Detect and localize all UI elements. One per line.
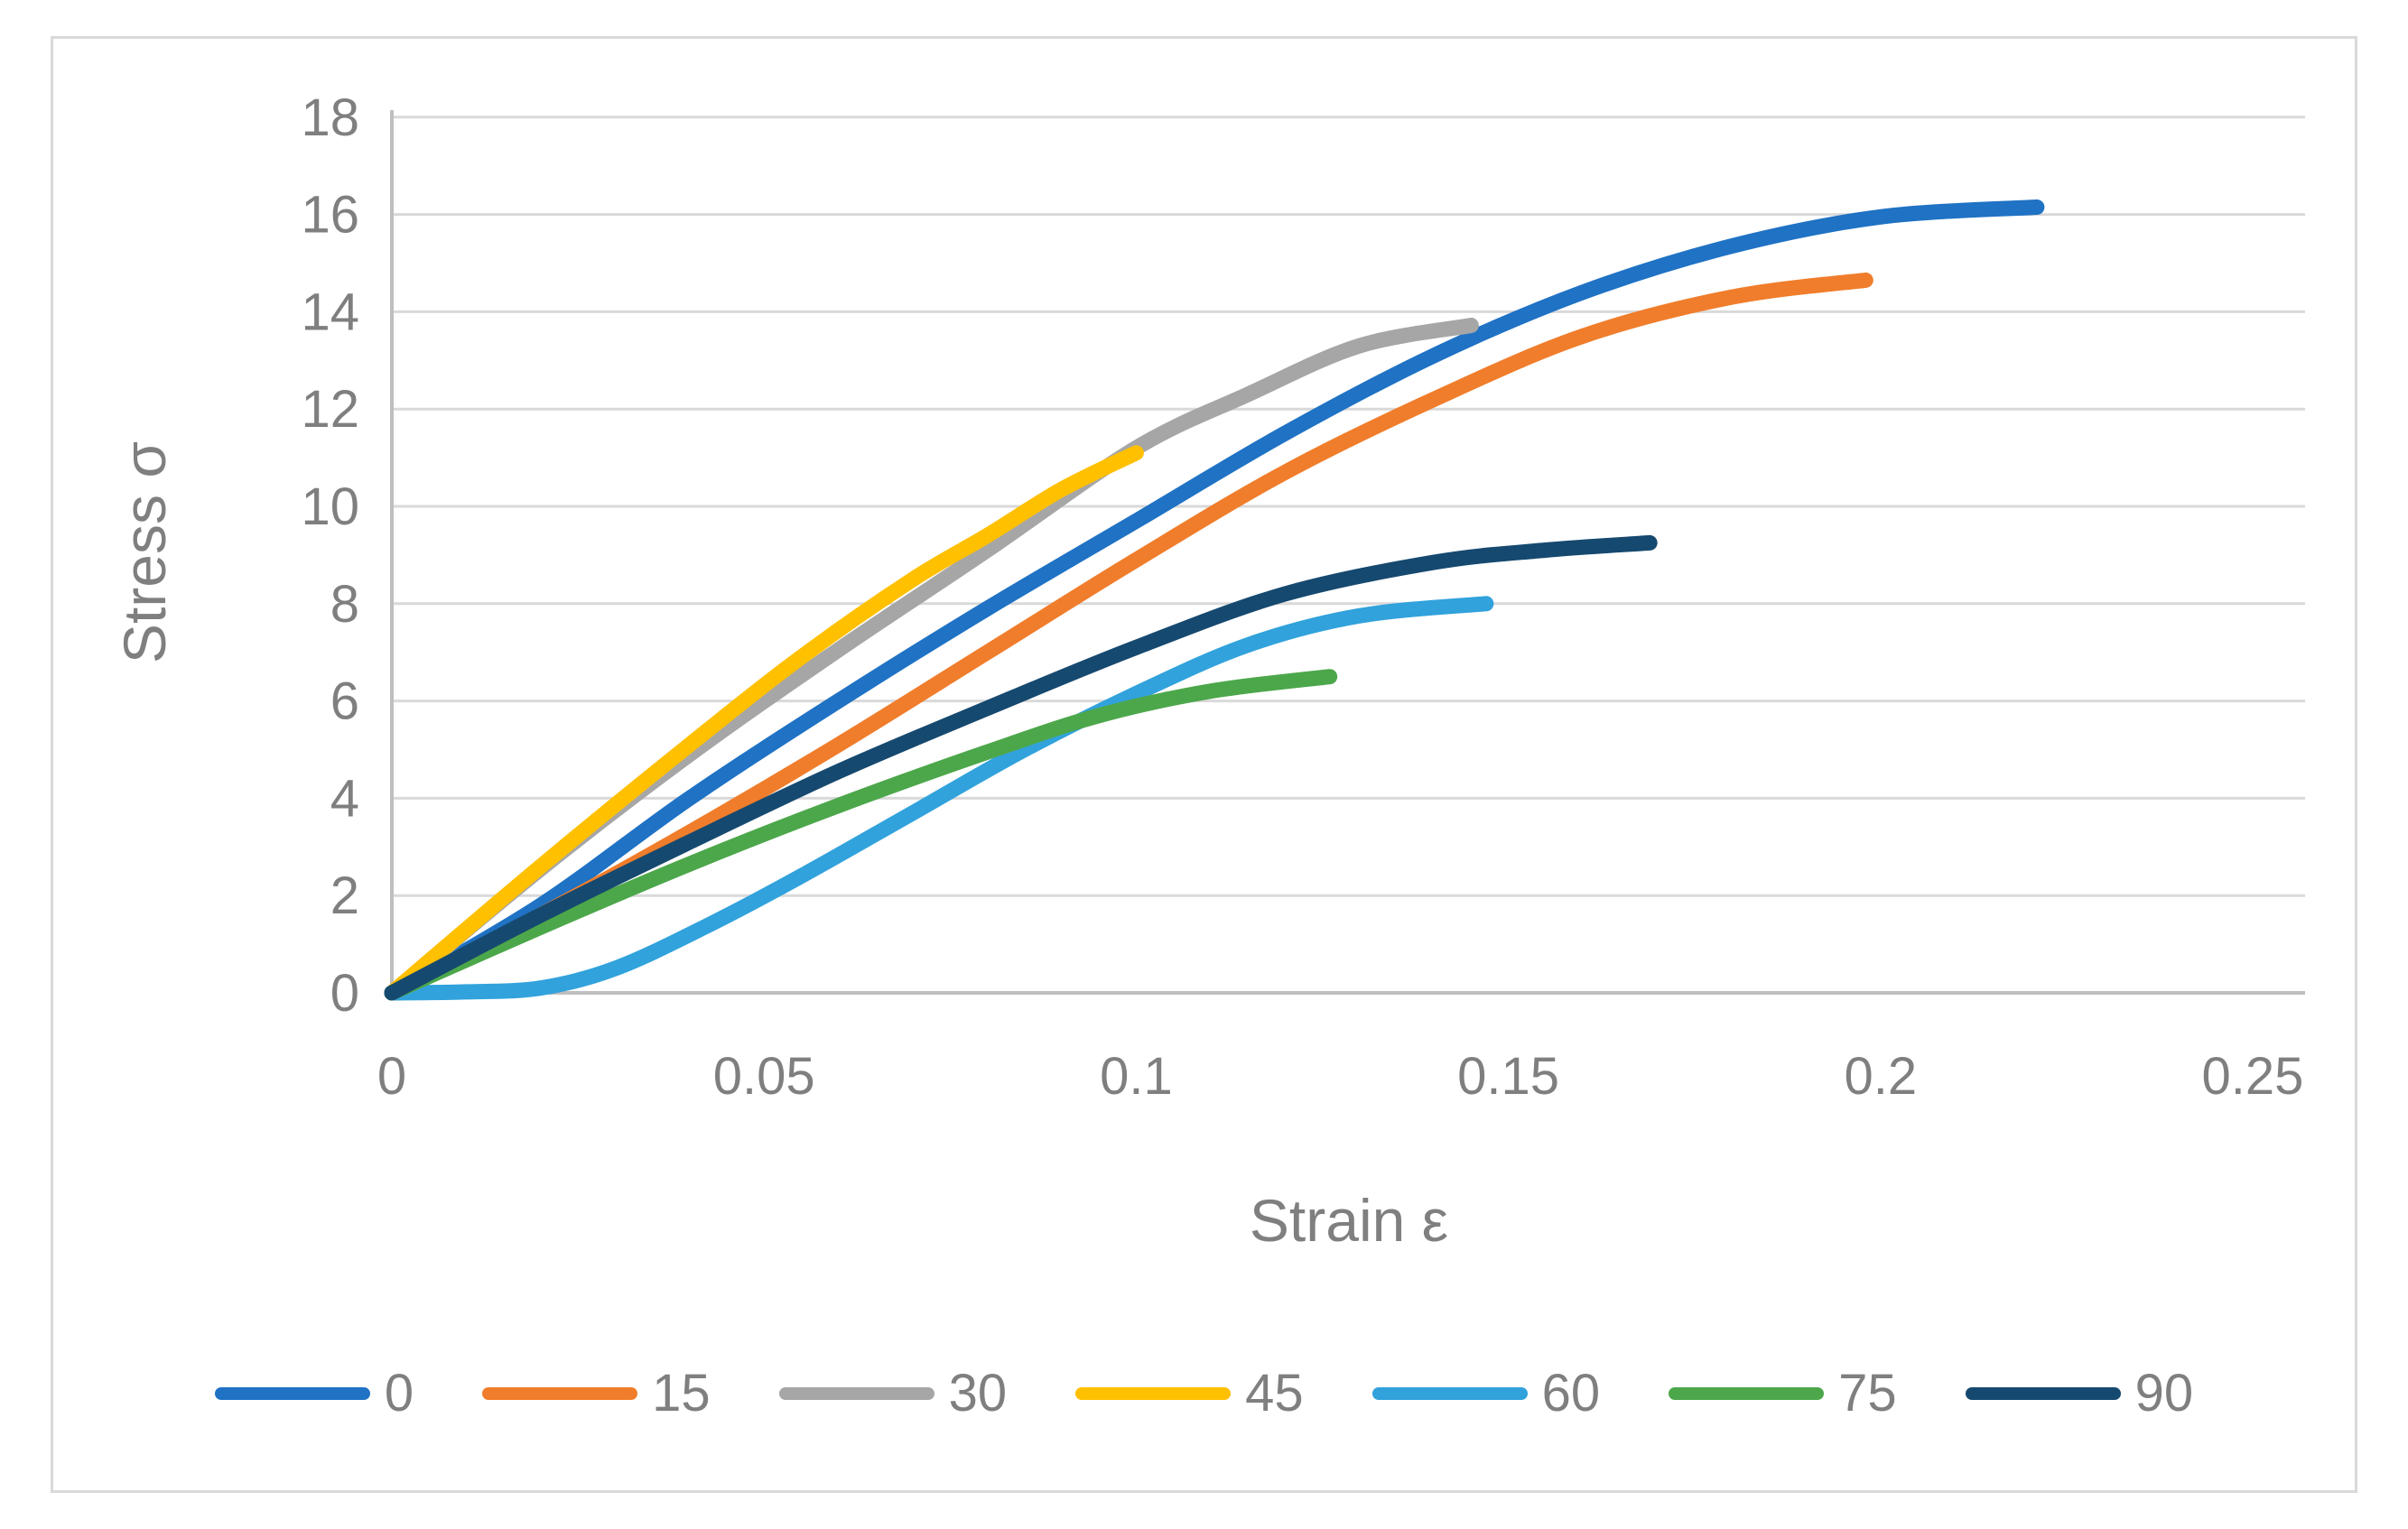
y-tick-label-12: 12 xyxy=(301,380,359,439)
legend-label-60: 60 xyxy=(1541,1364,1601,1422)
legend-swatch-60 xyxy=(1371,1387,1528,1400)
legend-item-45: 45 xyxy=(1075,1367,1304,1420)
y-tick-label-8: 8 xyxy=(330,575,359,634)
legend-label-90: 90 xyxy=(2134,1364,2194,1422)
legend-label-45: 45 xyxy=(1245,1364,1304,1422)
x-tick-label-0.1: 0.1 xyxy=(1100,1047,1173,1106)
legend-item-15: 15 xyxy=(482,1367,711,1420)
legend-item-0: 0 xyxy=(214,1364,414,1422)
legend-label-30: 30 xyxy=(948,1364,1008,1422)
legend-label-15: 15 xyxy=(652,1364,711,1422)
x-axis-tick-labels: 0 0.05 0.1 0.15 0.2 0.25 xyxy=(377,1047,2304,1106)
x-axis-title: Strain ε xyxy=(1249,1187,1449,1254)
x-tick-label-0.15: 0.15 xyxy=(1457,1047,1559,1106)
y-tick-label-4: 4 xyxy=(330,769,359,828)
legend-item-60: 60 xyxy=(1371,1364,1601,1422)
legend-swatch-90 xyxy=(1965,1387,2121,1400)
y-tick-label-2: 2 xyxy=(330,866,359,925)
legend-item-90: 90 xyxy=(1965,1364,2194,1422)
series-lines xyxy=(384,199,2045,1001)
y-tick-label-10: 10 xyxy=(301,477,359,536)
series-line-45 xyxy=(384,445,1144,1001)
legend-swatch-15 xyxy=(482,1387,638,1400)
y-tick-label-14: 14 xyxy=(301,283,359,341)
x-tick-label-0: 0 xyxy=(377,1047,406,1106)
x-tick-label-0.25: 0.25 xyxy=(2202,1047,2304,1106)
legend-item-75: 75 xyxy=(1669,1367,1897,1420)
axes xyxy=(390,110,2305,995)
legend-label-75: 75 xyxy=(1838,1364,1897,1422)
series-line-0 xyxy=(384,199,2045,1001)
y-tick-label-6: 6 xyxy=(330,672,359,731)
series-line-75 xyxy=(384,669,1338,1001)
y-tick-label-16: 16 xyxy=(301,186,359,245)
legend: 0 15 30 45 60 75 90 xyxy=(0,1365,2408,1422)
chart-border xyxy=(51,36,2357,1493)
legend-label-0: 0 xyxy=(384,1364,414,1422)
y-tick-label-0: 0 xyxy=(330,964,359,1023)
y-axis-title: Stress σ xyxy=(111,440,178,664)
x-tick-label-0.05: 0.05 xyxy=(713,1047,815,1106)
series-line-60 xyxy=(384,596,1494,1001)
legend-item-30: 30 xyxy=(778,1364,1008,1422)
legend-swatch-30 xyxy=(778,1387,934,1400)
y-axis-tick-labels: 0 2 4 6 8 10 12 14 16 18 xyxy=(301,88,359,1023)
legend-swatch-45 xyxy=(1075,1387,1232,1400)
x-tick-label-0.2: 0.2 xyxy=(1844,1047,1917,1106)
y-tick-label-18: 18 xyxy=(301,88,359,147)
series-line-90 xyxy=(384,534,1658,1001)
legend-swatch-0 xyxy=(214,1387,370,1400)
legend-swatch-75 xyxy=(1669,1387,1825,1400)
